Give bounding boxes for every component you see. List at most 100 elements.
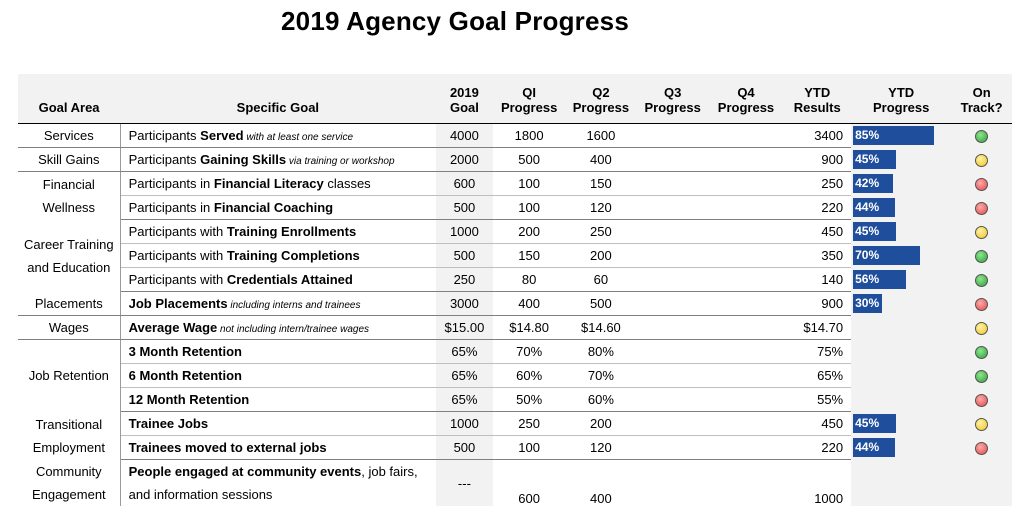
q2-cell: 400 — [565, 460, 637, 506]
q1-cell: 100 — [493, 172, 565, 196]
q1-cell: 250 — [493, 412, 565, 436]
on-track-cell — [951, 436, 1012, 460]
goal-2019-cell: --- — [436, 460, 494, 506]
goal-text-bold: Average Wage — [129, 320, 218, 335]
status-yellow-icon — [975, 322, 988, 335]
q3-cell — [637, 268, 709, 292]
status-yellow-icon — [975, 154, 988, 167]
q4-cell — [709, 124, 784, 148]
q1-cell: 60% — [493, 364, 565, 388]
ytd-results-cell: 900 — [783, 292, 851, 316]
goal-text-bold: Credentials Attained — [227, 272, 353, 287]
goal-text-prefix: Participants with — [129, 248, 227, 263]
ytd-progress-cell: 42% — [851, 172, 951, 196]
progress-bar: 44% — [853, 198, 895, 217]
header-row-top: 2019 QI Q2 Q3 Q4 YTD YTD On — [18, 74, 1012, 100]
on-track-cell — [951, 148, 1012, 172]
q1-cell: 200 — [493, 220, 565, 244]
goal-text-bold: Trainees moved to external jobs — [129, 440, 327, 455]
goal-area-cell: Services — [18, 124, 120, 148]
goal-2019-cell: 500 — [436, 196, 494, 220]
progress-bar: 56% — [853, 270, 906, 289]
q4-cell — [709, 268, 784, 292]
goal-text-bold: 6 Month Retention — [129, 368, 242, 383]
status-yellow-icon — [975, 226, 988, 239]
specific-goal-cell: Trainee Jobs — [120, 412, 435, 436]
q2-cell: 120 — [565, 196, 637, 220]
specific-goal-cell: Average Wage not including intern/traine… — [120, 316, 435, 340]
q1-cell: 600 — [493, 460, 565, 506]
specific-goal-cell: Job Placements including interns and tra… — [120, 292, 435, 316]
goal-text-prefix: Participants with — [129, 224, 227, 239]
status-green-icon — [975, 274, 988, 287]
q2-cell: 120 — [565, 436, 637, 460]
ytd-results-cell: 75% — [783, 340, 851, 364]
q4-cell — [709, 340, 784, 364]
specific-goal-cell: 3 Month Retention — [120, 340, 435, 364]
specific-goal-cell: People engaged at community events, job … — [120, 460, 435, 506]
q4-cell — [709, 220, 784, 244]
q2-cell: 400 — [565, 148, 637, 172]
q3-cell — [637, 148, 709, 172]
specific-goal-cell: Participants with Training Enrollments — [120, 220, 435, 244]
goal-area-label: Job Retention — [29, 368, 109, 383]
q3-cell — [637, 364, 709, 388]
goal-2019-cell: 65% — [436, 340, 494, 364]
q3-cell — [637, 292, 709, 316]
ytd-results-cell: 450 — [783, 220, 851, 244]
ytd-progress-cell: 70% — [851, 244, 951, 268]
ytd-progress-cell — [851, 460, 951, 506]
q3-cell — [637, 460, 709, 506]
on-track-cell — [951, 244, 1012, 268]
ytd-progress-cell: 44% — [851, 436, 951, 460]
specific-goal-cell: Participants Served with at least one se… — [120, 124, 435, 148]
goal-2019-cell: 2000 — [436, 148, 494, 172]
q3-cell — [637, 220, 709, 244]
q3-cell — [637, 340, 709, 364]
on-track-cell — [951, 124, 1012, 148]
goal-area-cell: Financial Wellness — [18, 172, 120, 220]
ytd-progress-cell — [851, 388, 951, 412]
goal-text-bold: 12 Month Retention — [129, 392, 250, 407]
specific-goal-cell: Participants in Financial Coaching — [120, 196, 435, 220]
q1-cell: 500 — [493, 148, 565, 172]
goal-area-label: Career Training and Education — [24, 237, 114, 275]
on-track-cell — [951, 220, 1012, 244]
header-ytd: YTD — [783, 74, 851, 100]
goal-area-label: Services — [44, 128, 94, 143]
ytd-results-cell: $14.70 — [783, 316, 851, 340]
on-track-cell — [951, 460, 1012, 506]
header-q1: QI — [493, 74, 565, 100]
goal-text-bold: Training Completions — [227, 248, 360, 263]
header-q4-progress: Progress — [709, 100, 784, 124]
q4-cell — [709, 196, 784, 220]
specific-goal-cell: 12 Month Retention — [120, 388, 435, 412]
header-row-bottom: Goal Area Specific Goal Goal Progress Pr… — [18, 100, 1012, 124]
goal-2019-cell: 500 — [436, 436, 494, 460]
q3-cell — [637, 172, 709, 196]
goal-2019-cell: 65% — [436, 388, 494, 412]
goal-text-bold: Trainee Jobs — [129, 416, 208, 431]
ytd-results-cell: 55% — [783, 388, 851, 412]
status-green-icon — [975, 130, 988, 143]
goal-text-note: not including intern/trainee wages — [217, 324, 369, 335]
q1-cell: 70% — [493, 340, 565, 364]
on-track-cell — [951, 292, 1012, 316]
on-track-cell — [951, 196, 1012, 220]
goal-area-cell: Transitional Employment — [18, 412, 120, 460]
status-red-icon — [975, 442, 988, 455]
q2-cell: 250 — [565, 220, 637, 244]
q2-cell: 200 — [565, 412, 637, 436]
status-green-icon — [975, 346, 988, 359]
goal-text-prefix: Participants in — [129, 200, 214, 215]
goal-2019-cell: 4000 — [436, 124, 494, 148]
header-q1-progress: Progress — [493, 100, 565, 124]
ytd-progress-cell — [851, 364, 951, 388]
goal-text-prefix: Participants — [129, 128, 201, 143]
